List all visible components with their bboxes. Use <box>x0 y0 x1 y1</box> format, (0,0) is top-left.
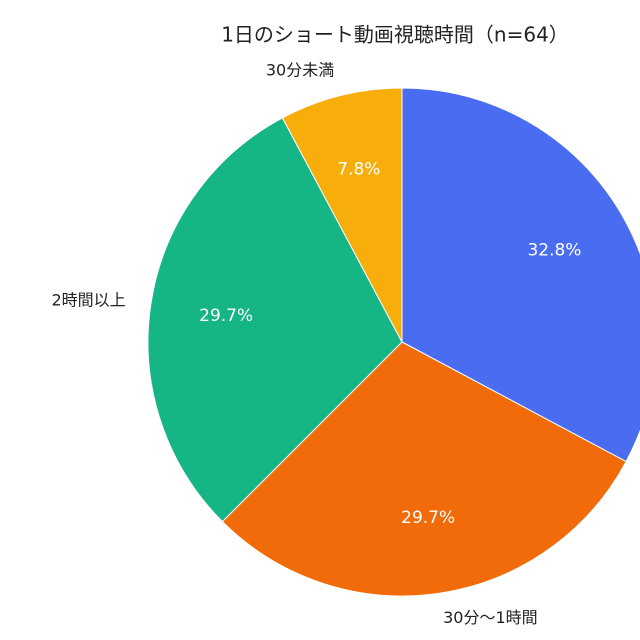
category-label: 30分未満 <box>266 60 334 79</box>
value-label: 7.8% <box>337 160 380 180</box>
pie-slice <box>281 87 403 343</box>
value-label: 29.7% <box>199 306 253 326</box>
pie-slice <box>147 117 403 523</box>
value-label: 29.7% <box>401 508 455 528</box>
pie-slice <box>221 341 627 597</box>
value-label: 32.8% <box>527 241 581 261</box>
chart-title: 1日のショート動画視聴時間（n=64） <box>221 23 569 47</box>
pie-slice <box>401 87 640 463</box>
category-label: 2時間以上 <box>51 290 125 309</box>
category-label: 30分〜1時間 <box>443 608 538 627</box>
